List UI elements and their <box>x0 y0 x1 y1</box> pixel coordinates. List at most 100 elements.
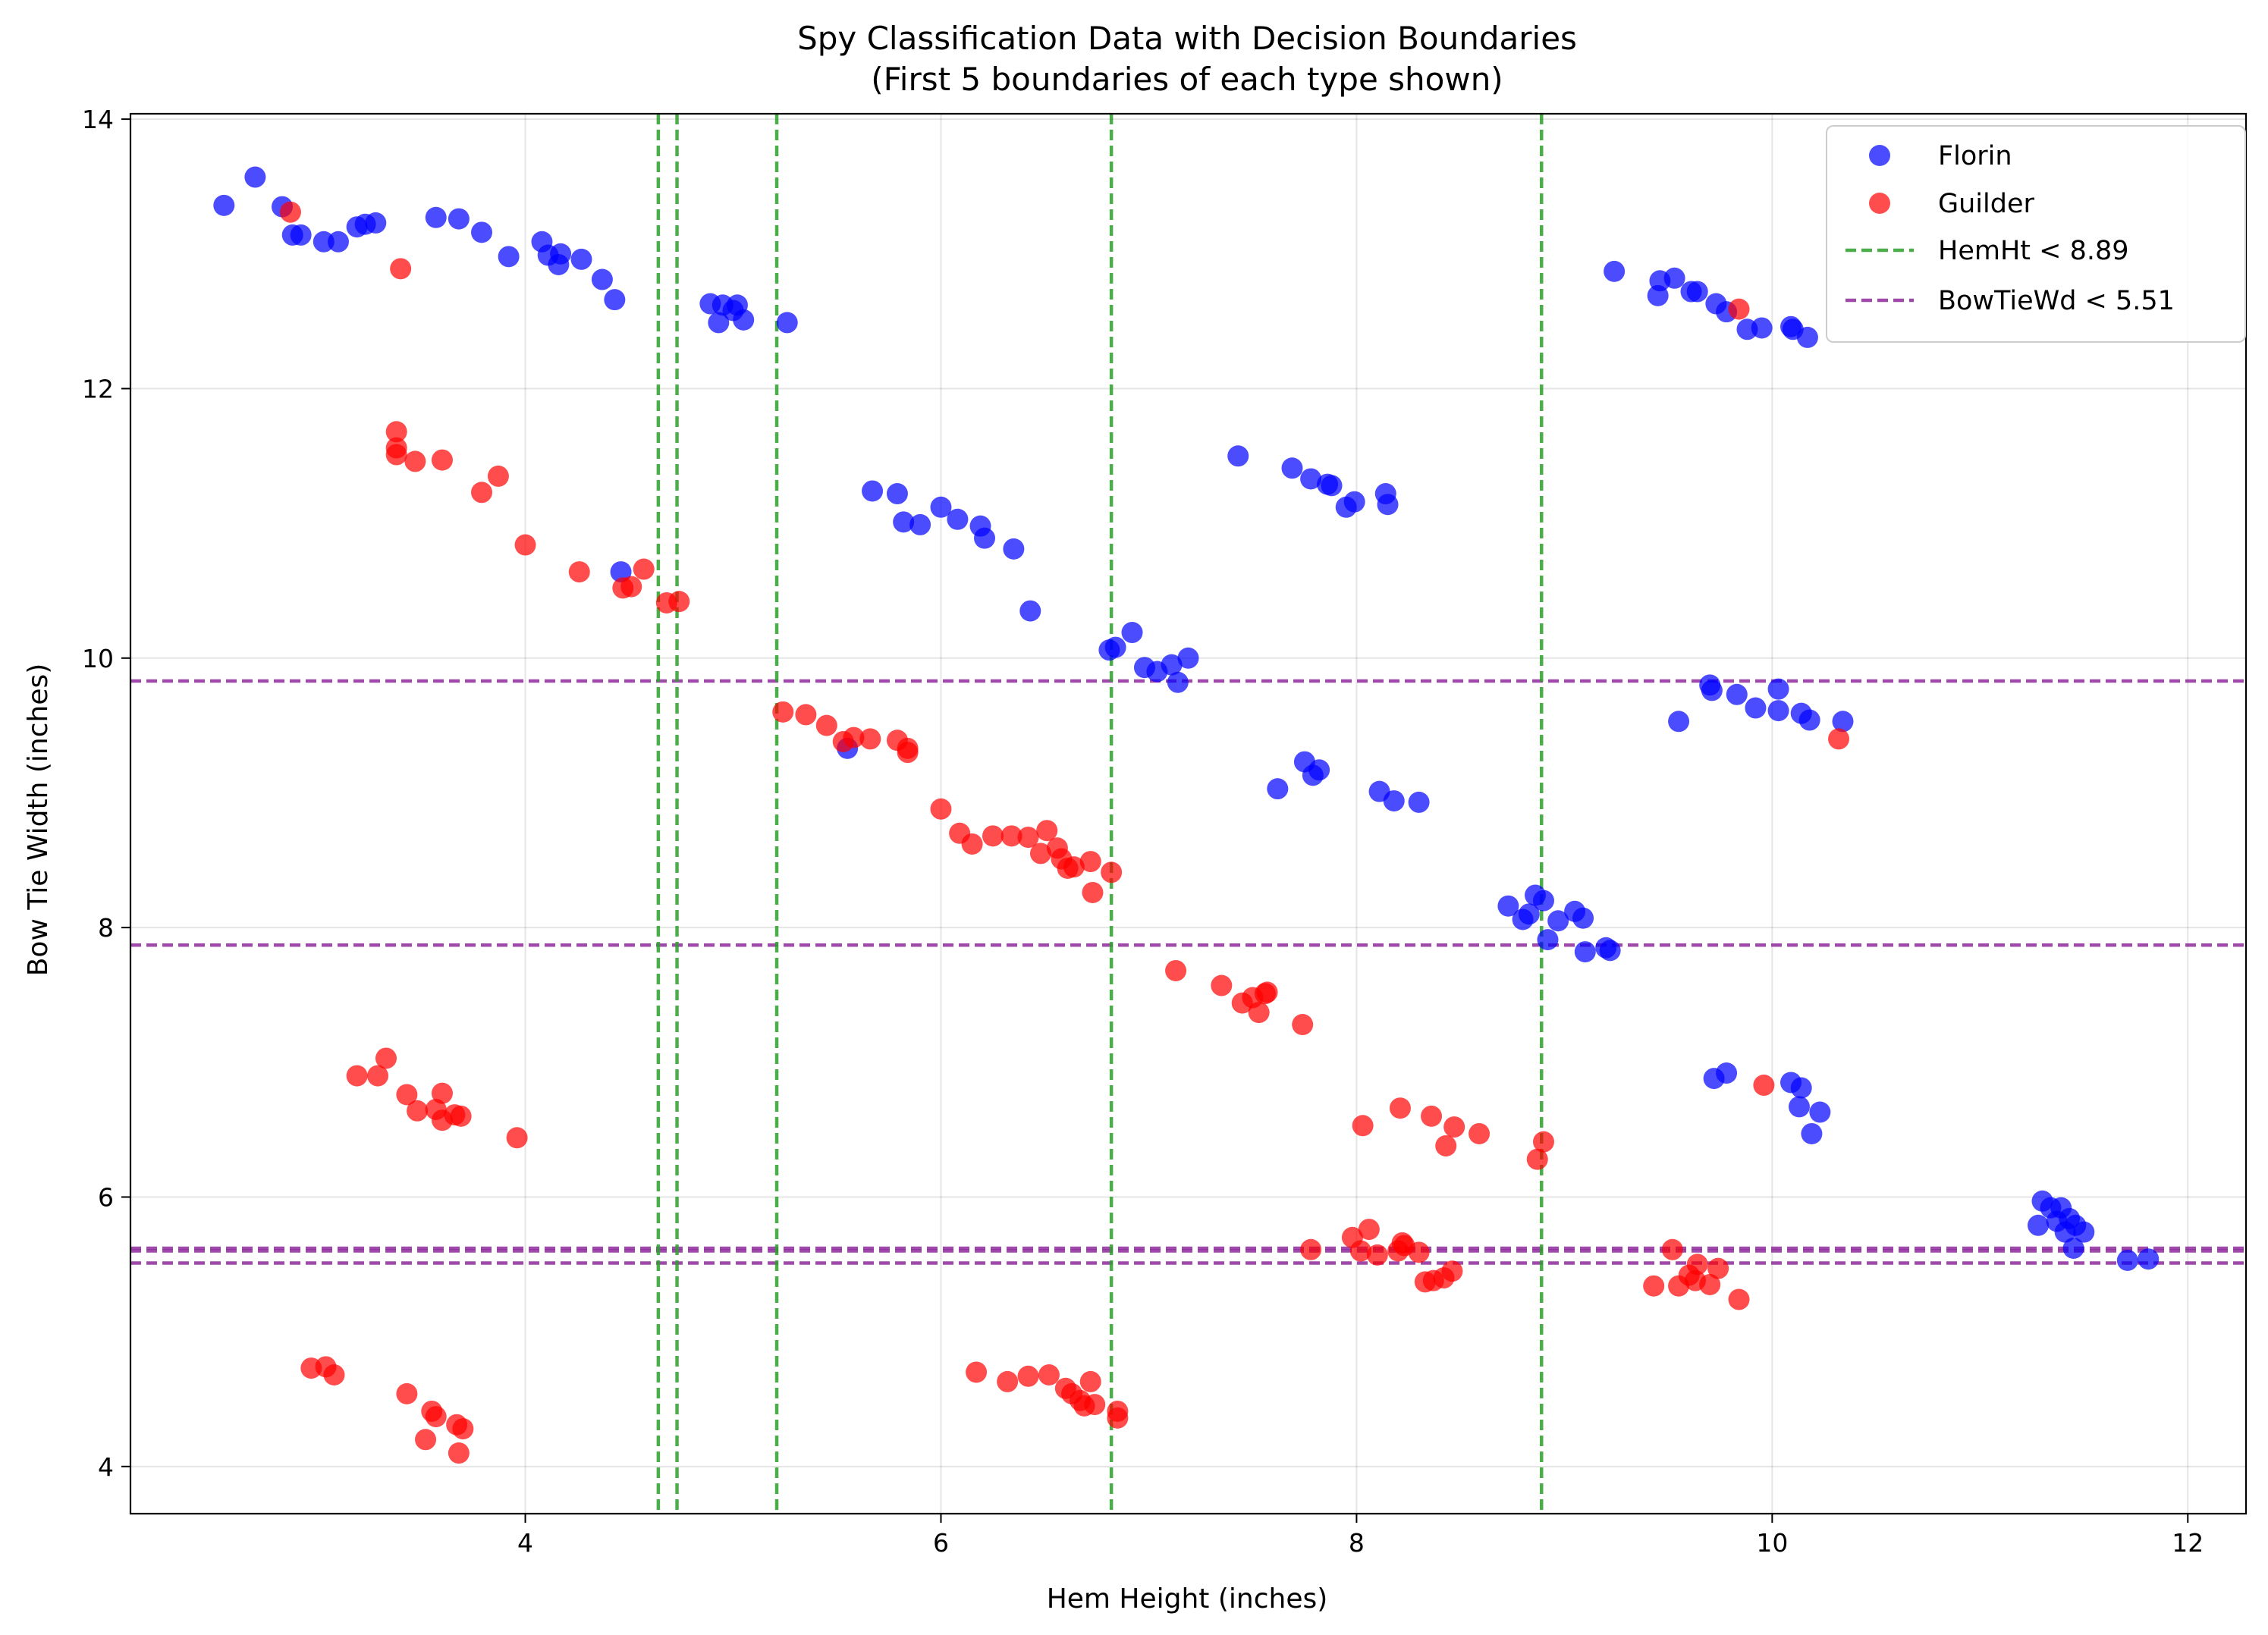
florin-point <box>1518 903 1540 925</box>
florin-point <box>1300 468 1322 490</box>
florin-point <box>327 231 349 253</box>
guilder-point <box>1079 851 1101 873</box>
florin-point <box>733 309 755 331</box>
y-tick-label: 6 <box>98 1182 114 1212</box>
guilder-point <box>1661 1238 1683 1260</box>
florin-point <box>776 312 798 334</box>
guilder-point <box>448 1442 470 1464</box>
florin-point <box>1574 941 1596 963</box>
guilder-point <box>514 534 536 556</box>
florin-point <box>365 212 387 234</box>
guilder-point <box>450 1105 472 1127</box>
guilder-point <box>772 701 794 723</box>
guilder-point <box>431 1082 453 1104</box>
florin-point <box>947 508 969 530</box>
guilder-point <box>1389 1097 1411 1119</box>
guilder-point <box>1699 1273 1721 1295</box>
florin-point <box>2116 1249 2138 1271</box>
florin-point <box>930 496 952 518</box>
guilder-point <box>1029 843 1051 865</box>
florin-point <box>2138 1248 2160 1270</box>
legend-box <box>1826 125 2246 343</box>
guilder-point <box>1084 1394 1106 1416</box>
x-axis-label: Hem Height (inches) <box>1047 1583 1328 1615</box>
florin-point <box>498 246 520 268</box>
data-points <box>213 166 2160 1464</box>
guilder-point <box>1300 1238 1322 1260</box>
x-tick-label: 8 <box>1349 1528 1365 1558</box>
florin-point <box>1788 1096 1810 1118</box>
guilder-point <box>668 591 690 613</box>
guilder-point <box>390 258 412 280</box>
florin-point <box>1572 907 1594 929</box>
florin-point <box>604 289 626 311</box>
guilder-point <box>396 1382 418 1404</box>
florin-point <box>1547 910 1569 932</box>
guilder-point <box>404 450 426 472</box>
guilder-point <box>568 561 590 583</box>
legend: Florin Guilder HemHt < 8.89 BowTieWd < 5… <box>1826 125 2246 343</box>
y-tick-label: 4 <box>98 1452 114 1482</box>
florin-point <box>1267 778 1289 800</box>
florin-point <box>213 194 235 216</box>
florin-point <box>1532 890 1554 912</box>
y-tick-label: 10 <box>82 644 114 673</box>
guilder-point <box>1443 1116 1465 1138</box>
guilder-point <box>1079 1370 1101 1392</box>
florin-point <box>313 231 335 253</box>
legend-label-bowtiewd: BowTieWd < 5.51 <box>1938 286 2175 316</box>
guilder-point <box>415 1429 437 1451</box>
guilder-point <box>897 737 919 759</box>
guilder-point <box>1728 1288 1750 1310</box>
florin-point <box>1281 457 1303 479</box>
florin-point <box>1767 700 1789 722</box>
florin-point <box>1790 1077 1812 1099</box>
guilder-point <box>487 465 509 487</box>
guilder-point <box>1036 820 1058 842</box>
guilder-point <box>1435 1134 1457 1156</box>
florin-point <box>909 513 931 535</box>
guilder-point <box>1753 1075 1775 1097</box>
guilder-point <box>346 1065 368 1087</box>
guilder-point <box>1352 1115 1374 1137</box>
florin-point <box>1604 260 1626 282</box>
florin-point <box>1798 709 1820 731</box>
guilder-point <box>1349 1240 1371 1262</box>
guilder-point <box>1107 1407 1129 1429</box>
x-tick-label: 6 <box>933 1528 949 1558</box>
chart-title: Spy Classification Data with Decision Bo… <box>797 20 1577 57</box>
guilder-point <box>1101 861 1123 883</box>
florin-point <box>1767 678 1789 700</box>
guilder-point <box>1063 856 1085 878</box>
guilder-point <box>1707 1257 1729 1279</box>
guilder-point <box>633 558 655 580</box>
florin-point <box>1796 326 1818 348</box>
guilder-point <box>1165 959 1187 981</box>
plot-frame <box>129 112 2248 1515</box>
florin-point <box>1003 538 1025 560</box>
guilder-point <box>1643 1275 1665 1297</box>
vertical-boundaries <box>656 114 1544 1514</box>
guilder-point <box>930 798 952 820</box>
guilder-point <box>279 201 301 223</box>
guilder-point <box>431 449 453 471</box>
florin-point <box>893 511 915 533</box>
guilder-point <box>966 1361 988 1383</box>
florin-point <box>1537 929 1559 951</box>
x-tick-label: 12 <box>2172 1528 2204 1558</box>
florin-point <box>1343 491 1365 513</box>
legend-label-florin: Florin <box>1938 141 2012 171</box>
florin-point <box>1408 791 1430 813</box>
guilder-point <box>375 1047 397 1069</box>
florin-point <box>1686 281 1708 303</box>
guilder-point <box>1292 1014 1314 1036</box>
guilder-point <box>1728 298 1750 320</box>
guilder-point <box>1366 1244 1388 1266</box>
legend-marker-florin <box>1869 145 1890 166</box>
florin-point <box>550 243 572 265</box>
guilder-point <box>1532 1131 1554 1153</box>
florin-point <box>1383 790 1405 812</box>
legend-label-guilder: Guilder <box>1938 189 2035 219</box>
guilder-point <box>367 1065 389 1087</box>
guilder-point <box>1256 981 1278 1003</box>
